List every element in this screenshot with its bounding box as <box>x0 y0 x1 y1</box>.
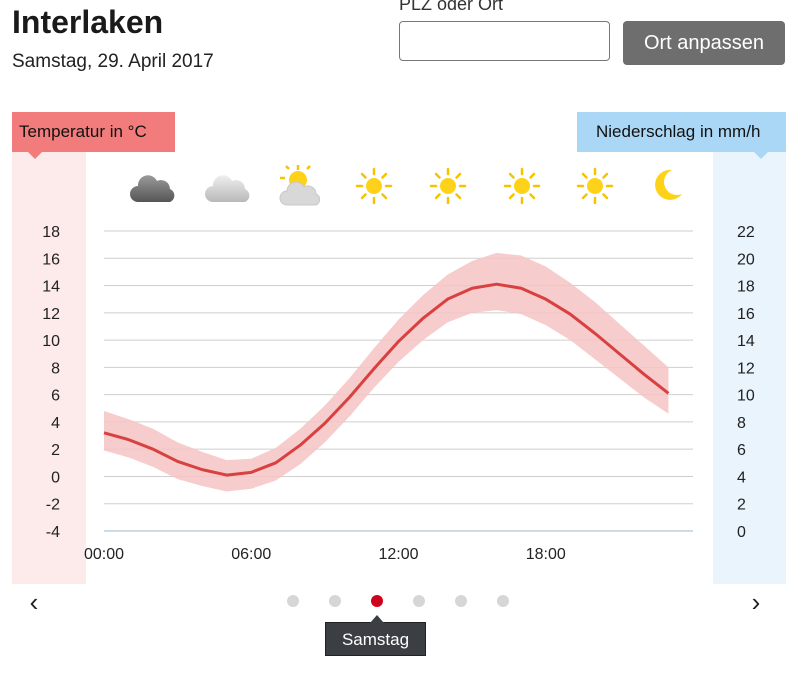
pager-dot[interactable] <box>329 595 341 607</box>
pager-dot[interactable] <box>455 595 467 607</box>
moon-icon <box>655 169 682 200</box>
next-day-button[interactable]: › <box>751 587 761 617</box>
temperature-axis-band <box>12 112 86 584</box>
temperature-line <box>103 282 670 477</box>
temperature-range-band <box>104 252 669 492</box>
pager-dot[interactable] <box>497 595 509 607</box>
precipitation-axis-label: Niederschlag in mm/h <box>577 112 786 159</box>
prev-day-button[interactable]: ‹ <box>29 587 39 617</box>
precipitation-axis-band <box>713 112 786 584</box>
cloud-light-icon <box>205 175 250 202</box>
temperature-axis-label: Temperatur in °C <box>12 112 175 159</box>
ort-anpassen-button[interactable]: Ort anpassen <box>623 21 785 65</box>
sun-icon <box>503 167 541 205</box>
sun-icon <box>355 167 393 205</box>
pager-dot[interactable] <box>287 595 299 607</box>
x-tick-label: 00:00 <box>84 546 124 563</box>
x-tick-label: 06:00 <box>231 546 271 563</box>
x-tick-label: 18:00 <box>526 546 566 563</box>
plz-label: PLZ oder Ort <box>399 0 504 14</box>
x-tick-label: 12:00 <box>378 546 418 563</box>
active-day-tooltip: Samstag <box>325 615 426 656</box>
forecast-date: Samstag, 29. April 2017 <box>12 51 214 72</box>
location-title: Interlaken <box>12 4 164 40</box>
sun-icon <box>429 167 467 205</box>
cloud-dark-icon <box>130 175 175 202</box>
pager-dot[interactable] <box>371 595 383 607</box>
plz-input[interactable] <box>399 21 610 61</box>
sun-behind-cloud-icon <box>279 165 321 206</box>
sun-icon <box>576 167 614 205</box>
pager-dot[interactable] <box>413 595 425 607</box>
